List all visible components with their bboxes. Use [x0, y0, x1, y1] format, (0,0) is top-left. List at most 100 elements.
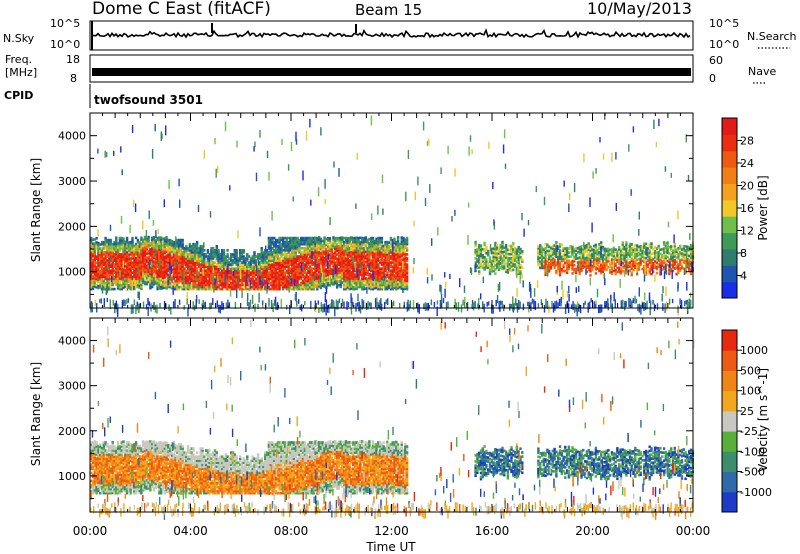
range-cell [203, 263, 206, 266]
range-cell [109, 249, 113, 252]
range-cell [623, 258, 626, 261]
range-cell [291, 255, 294, 258]
range-cell [501, 253, 504, 256]
range-cell [283, 255, 287, 258]
range-cell [504, 246, 508, 249]
range-cell [393, 245, 396, 249]
range-cell [310, 275, 314, 279]
range-cell [90, 261, 93, 264]
range-cell [316, 269, 319, 273]
range-cell [183, 275, 186, 279]
range-cell [249, 257, 253, 260]
range-cell [335, 249, 339, 252]
range-cell [330, 258, 333, 261]
range-cell [116, 256, 120, 260]
range-cell [282, 275, 285, 279]
range-cell [639, 245, 642, 248]
range-cell [621, 241, 624, 244]
range-cell [276, 240, 279, 244]
range-cell [307, 238, 310, 242]
range-cell [177, 287, 181, 291]
range-cell [592, 250, 596, 254]
range-cell [260, 279, 263, 283]
range-cell [122, 274, 125, 277]
range-cell [97, 241, 100, 245]
range-cell [127, 274, 131, 277]
range-cell [565, 259, 569, 262]
range-cell [285, 259, 288, 262]
range-cell [125, 269, 129, 273]
range-cell [140, 254, 143, 258]
range-cell [298, 247, 301, 250]
range-cell [151, 279, 154, 282]
range-cell [97, 246, 100, 249]
range-cell [267, 240, 271, 244]
range-cell [174, 257, 177, 260]
range-cell [167, 253, 170, 256]
range-cell [378, 253, 382, 256]
range-cell [203, 275, 206, 279]
range-cell [203, 255, 206, 258]
range-cell [316, 240, 319, 244]
range-cell [673, 267, 676, 270]
range-cell [300, 285, 303, 289]
range-cell [212, 251, 215, 254]
range-cell [111, 269, 114, 273]
range-cell [632, 264, 635, 268]
range-cell [260, 253, 263, 256]
range-cell [156, 287, 159, 291]
range-cell [267, 265, 271, 268]
range-cell [341, 275, 344, 278]
range-cell [262, 253, 265, 256]
range-cell [154, 280, 157, 283]
range-cell [405, 253, 409, 256]
range-cell [396, 237, 400, 241]
range-cell [666, 243, 669, 247]
range-cell [230, 273, 233, 277]
range-cell [355, 244, 358, 248]
range-cell [210, 249, 213, 252]
range-cell [334, 279, 337, 283]
range-cell [558, 269, 562, 273]
range-cell [140, 236, 143, 240]
range-cell [136, 277, 140, 281]
range-cell [395, 277, 398, 281]
range-cell [625, 245, 628, 248]
range-cell [310, 261, 314, 264]
range-cell [221, 269, 224, 273]
range-cell [321, 264, 324, 267]
range-cell [537, 245, 540, 248]
range-cell [312, 238, 315, 242]
range-cell [519, 247, 522, 251]
range-cell [402, 273, 405, 277]
range-cell [312, 267, 315, 270]
range-cell [287, 269, 290, 273]
range-cell [512, 248, 515, 251]
range-cell [666, 251, 669, 255]
range-cell [635, 248, 639, 252]
range-cell [274, 261, 278, 264]
range-cell [203, 265, 206, 268]
range-cell [587, 252, 590, 255]
range-cell [274, 285, 278, 289]
range-cell [142, 257, 145, 260]
range-cell [156, 246, 159, 250]
range-cell [90, 240, 93, 244]
range-cell [490, 259, 493, 263]
range-cell [512, 244, 515, 247]
range-cell [90, 281, 93, 285]
range-cell [564, 249, 567, 252]
range-cell [377, 275, 380, 279]
range-cell [396, 242, 400, 245]
range-cell [170, 284, 174, 288]
range-cell [352, 245, 355, 248]
range-cell [666, 247, 669, 251]
range-cell [125, 277, 129, 281]
range-cell [186, 281, 190, 285]
range-cell [323, 258, 326, 262]
range-cell [339, 254, 342, 258]
range-cell [276, 267, 279, 270]
range-cell [118, 279, 122, 283]
range-cell [269, 245, 272, 248]
range-cell [582, 246, 585, 249]
